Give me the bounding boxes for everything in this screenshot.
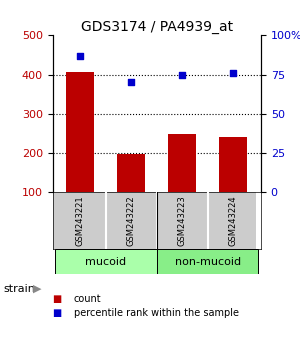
Text: ■: ■ [52, 308, 62, 318]
Bar [168, 135, 196, 192]
Bar [219, 137, 247, 192]
Point [180, 72, 184, 77]
Text: strain: strain [3, 284, 35, 293]
Title: GDS3174 / PA4939_at: GDS3174 / PA4939_at [81, 21, 233, 34]
Bar [67, 72, 94, 192]
Bar [117, 154, 145, 192]
Text: ■: ■ [52, 294, 62, 304]
Text: ▶: ▶ [33, 284, 42, 293]
Text: GSM243223: GSM243223 [178, 195, 187, 246]
Bar [55, 249, 157, 274]
Point [129, 80, 134, 85]
Text: mucoid: mucoid [85, 257, 127, 267]
Text: count: count [74, 294, 101, 304]
Text: percentile rank within the sample: percentile rank within the sample [74, 308, 238, 318]
Text: GSM243221: GSM243221 [76, 195, 85, 246]
Text: GSM243224: GSM243224 [229, 195, 238, 246]
Point [78, 53, 83, 58]
Bar [157, 249, 259, 274]
Text: non-mucoid: non-mucoid [175, 257, 241, 267]
Text: GSM243222: GSM243222 [127, 195, 136, 246]
Point [231, 70, 236, 76]
